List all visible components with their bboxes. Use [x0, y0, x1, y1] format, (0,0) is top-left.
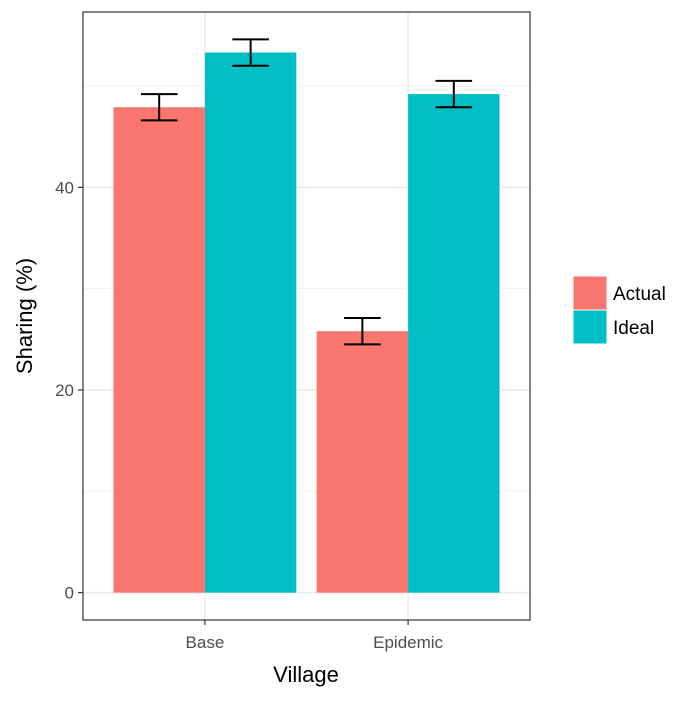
y-tick-label: 40 [55, 178, 74, 197]
error-bar [140, 93, 178, 122]
legend-label: Actual [613, 284, 666, 305]
legend-label: Ideal [613, 318, 654, 339]
error-bar [232, 38, 269, 67]
x-axis-title: Village [273, 662, 339, 687]
bar-actual-base [113, 107, 205, 593]
legend-key-ideal [572, 309, 608, 345]
x-tick-label: Base [186, 633, 225, 652]
error-bar [344, 317, 381, 346]
error-bars [140, 38, 473, 346]
legend: Actual Ideal [572, 275, 666, 345]
x-axis: Base Epidemic [186, 620, 444, 652]
y-axis: 0 20 40 [55, 178, 83, 603]
error-bar [435, 79, 473, 109]
bar-actual-epidemic [316, 331, 409, 593]
y-tick-label: 0 [65, 584, 74, 603]
legend-key-actual [572, 275, 608, 311]
y-tick-label: 20 [55, 381, 74, 400]
y-axis-title: Sharing (%) [12, 258, 37, 374]
bars [113, 52, 500, 593]
bar-ideal-epidemic [408, 94, 500, 593]
bar-ideal-base [204, 52, 297, 593]
x-tick-label: Epidemic [373, 633, 443, 652]
panel-border [82, 11, 531, 621]
